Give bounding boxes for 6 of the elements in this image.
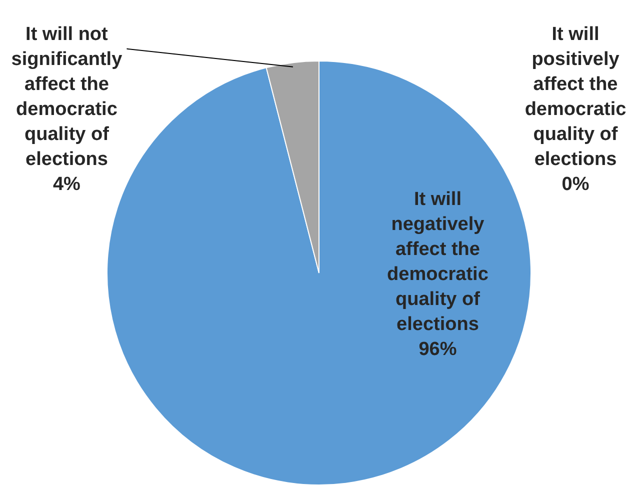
slice-label: It will negatively affect the democratic quality of elections xyxy=(387,189,489,336)
data-label: 4% xyxy=(52,174,81,195)
slice-label: It will not significantly affect the democratic quality of elections xyxy=(11,24,123,170)
category-label: It will positively affect the democratic quality of elections xyxy=(524,24,626,170)
data-label: 96% xyxy=(418,339,457,360)
text: 0% xyxy=(562,174,590,195)
